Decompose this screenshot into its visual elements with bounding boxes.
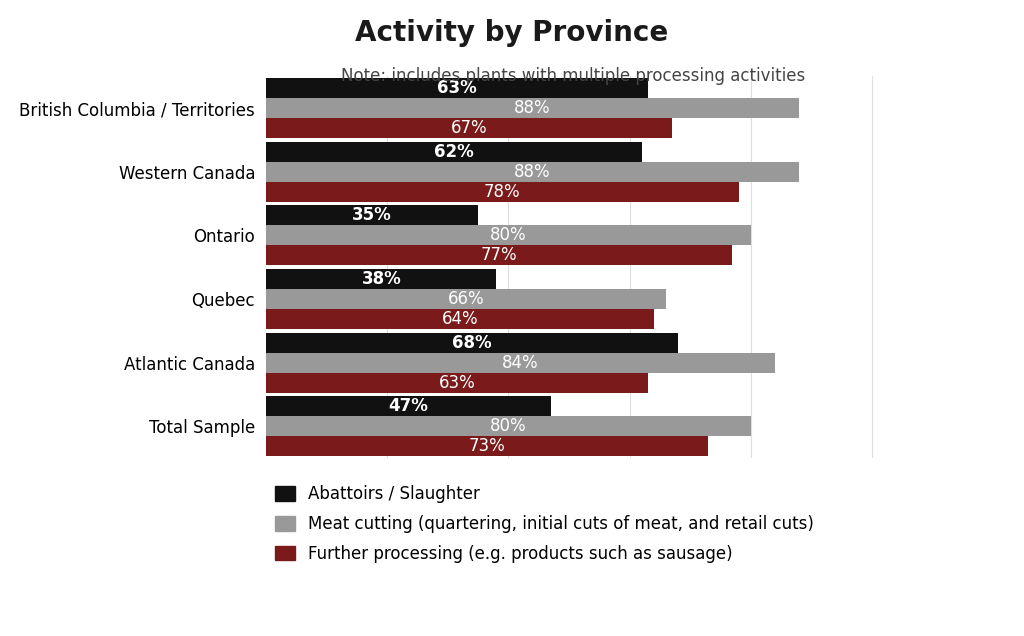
Text: 66%: 66% <box>447 290 484 308</box>
Bar <box>266 78 648 98</box>
Text: 80%: 80% <box>490 226 526 244</box>
Text: 88%: 88% <box>514 99 551 117</box>
Bar <box>266 333 678 352</box>
Text: 78%: 78% <box>484 183 520 201</box>
Bar <box>266 396 551 416</box>
Text: Activity by Province: Activity by Province <box>355 19 669 47</box>
Bar <box>266 352 775 373</box>
Text: 63%: 63% <box>438 373 475 392</box>
Text: 35%: 35% <box>352 206 392 225</box>
Legend: Abattoirs / Slaughter, Meat cutting (quartering, initial cuts of meat, and retai: Abattoirs / Slaughter, Meat cutting (qua… <box>274 485 814 563</box>
Bar <box>266 162 799 182</box>
Text: 84%: 84% <box>502 354 539 371</box>
Bar <box>266 225 751 245</box>
Text: 38%: 38% <box>361 270 401 288</box>
Text: 68%: 68% <box>453 333 492 352</box>
Bar <box>266 245 732 265</box>
Bar <box>266 416 751 436</box>
Text: Note: includes plants with multiple processing activities: Note: includes plants with multiple proc… <box>341 67 806 85</box>
Bar <box>266 142 642 162</box>
Bar <box>266 98 799 118</box>
Text: 73%: 73% <box>469 437 506 455</box>
Bar <box>266 118 672 138</box>
Text: 64%: 64% <box>441 310 478 328</box>
Bar <box>266 182 738 202</box>
Text: 77%: 77% <box>481 246 518 265</box>
Text: 62%: 62% <box>434 142 474 161</box>
Bar <box>266 205 478 225</box>
Bar <box>266 269 497 289</box>
Bar <box>266 309 653 329</box>
Text: 47%: 47% <box>388 397 428 415</box>
Text: 88%: 88% <box>514 163 551 181</box>
Text: 80%: 80% <box>490 417 526 435</box>
Bar <box>266 289 666 309</box>
Text: 63%: 63% <box>437 79 477 97</box>
Bar <box>266 373 648 392</box>
Text: 67%: 67% <box>451 119 487 137</box>
Bar <box>266 436 709 456</box>
